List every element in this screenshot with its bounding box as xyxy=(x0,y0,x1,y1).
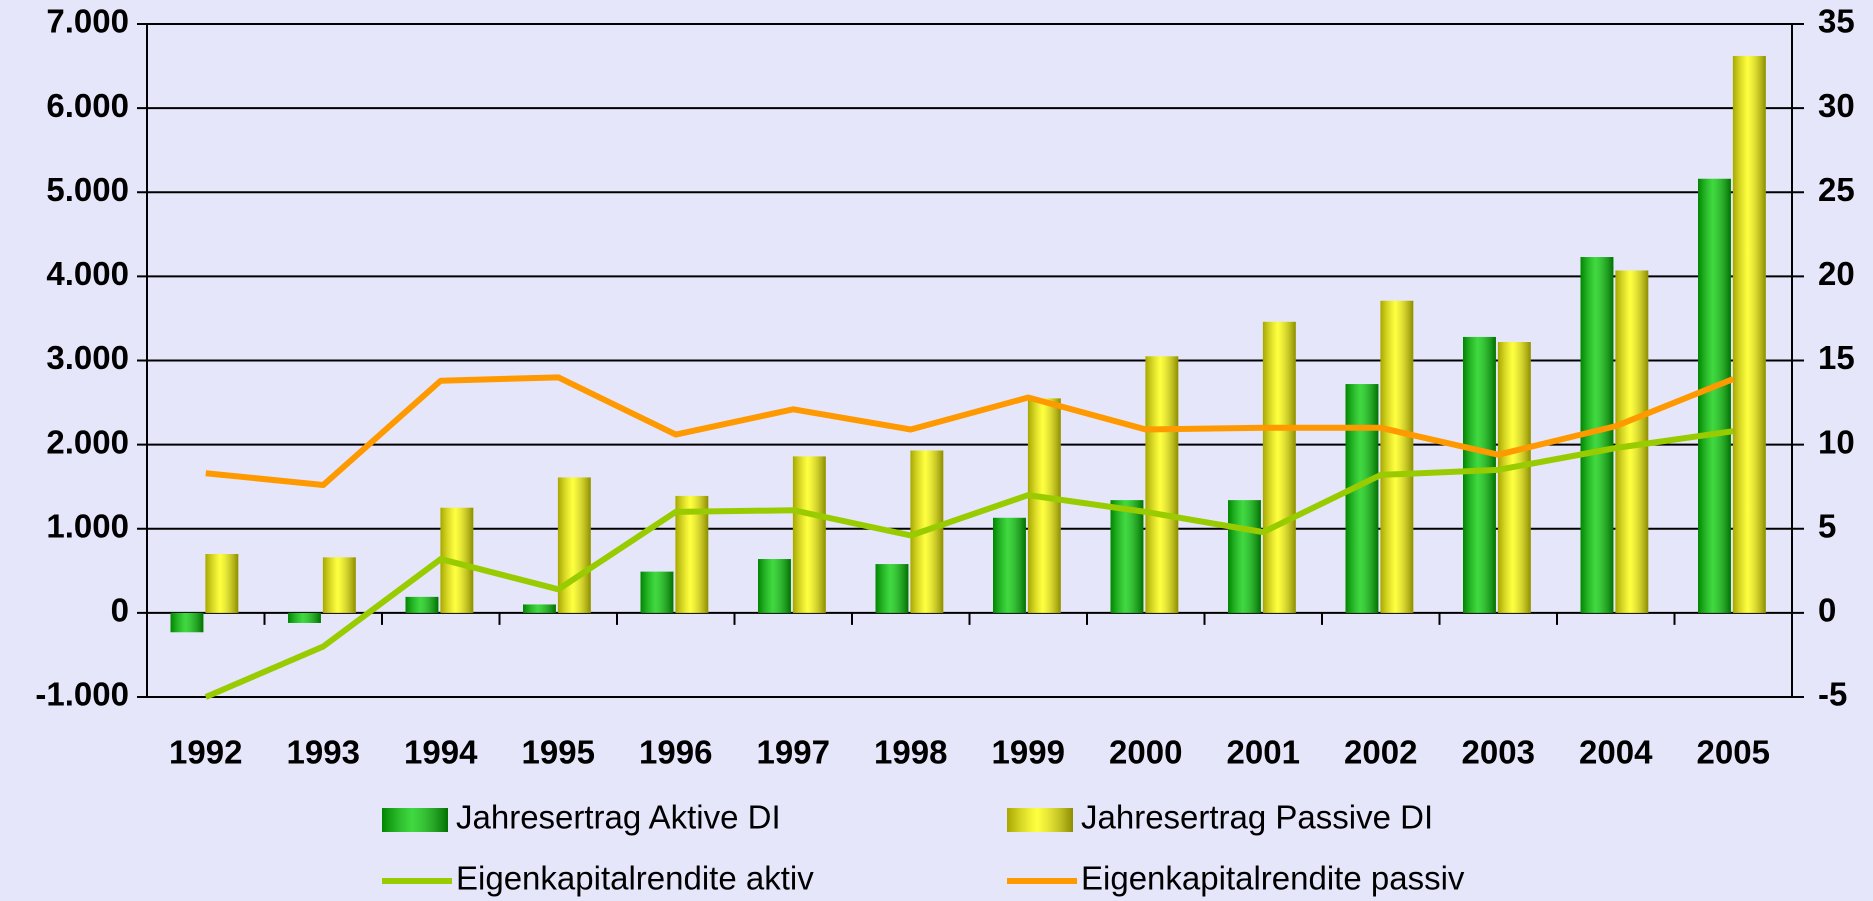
x-tick-label: 1998 xyxy=(874,734,947,771)
y2-tick-label: 30 xyxy=(1818,87,1855,124)
x-tick-label: 1999 xyxy=(992,734,1065,771)
y-tick-label: 6.000 xyxy=(46,87,129,124)
bar-shade xyxy=(523,604,556,613)
bar-shade xyxy=(792,456,826,613)
bar-shade xyxy=(993,517,1026,613)
x-tick-label: 2002 xyxy=(1344,734,1417,771)
y-tick-label: 1.000 xyxy=(46,507,129,544)
y2-tick-label: 0 xyxy=(1818,592,1836,629)
bar-shade xyxy=(1110,500,1144,613)
y-tick-label: 0 xyxy=(111,592,129,629)
x-tick-label: 1996 xyxy=(639,734,712,771)
y-tick-label: -1.000 xyxy=(35,676,129,713)
bar-shade xyxy=(758,559,791,613)
y-tick-label: 2.000 xyxy=(46,423,129,460)
y2-tick-label: 20 xyxy=(1818,255,1855,292)
x-tick-label: 2003 xyxy=(1462,734,1535,771)
y-tick-label: 3.000 xyxy=(46,339,129,376)
line xyxy=(204,428,1734,700)
x-tick-label: 1997 xyxy=(757,734,830,771)
x-tick-label: 2000 xyxy=(1109,734,1182,771)
bar-shade xyxy=(1228,500,1261,613)
y-tick-label: 5.000 xyxy=(46,171,129,208)
x-tick-label: 2005 xyxy=(1697,734,1770,771)
bar-shade xyxy=(1380,300,1414,613)
line xyxy=(205,374,1735,489)
legend-label: Eigenkapitalrendite passiv xyxy=(1081,860,1465,897)
bar-shade xyxy=(1698,178,1731,613)
y2-tick-label: -5 xyxy=(1818,676,1847,713)
x-tick-label: 1993 xyxy=(287,734,360,771)
y-tick-label: 7.000 xyxy=(46,3,129,40)
x-tick-label: 1992 xyxy=(169,734,242,771)
y2-tick-label: 5 xyxy=(1818,507,1836,544)
bar-shade xyxy=(1145,356,1179,613)
legend-swatch-shade xyxy=(1007,808,1073,832)
bar-shade xyxy=(640,571,674,613)
y2-tick-label: 35 xyxy=(1818,3,1855,40)
bar-shade xyxy=(1732,55,1766,613)
legend-label: Eigenkapitalrendite aktiv xyxy=(456,860,814,897)
bar-shade xyxy=(1497,341,1531,613)
bar-shade xyxy=(170,612,204,633)
legend-label: Jahresertrag Aktive DI xyxy=(456,799,781,836)
y2-tick-label: 25 xyxy=(1818,171,1855,208)
bar-shade xyxy=(288,612,321,623)
bar-shade xyxy=(675,495,709,613)
bar-shade xyxy=(1345,384,1379,613)
bar-shade xyxy=(1262,321,1296,613)
bar-shade xyxy=(322,557,356,613)
bar-shade xyxy=(875,564,909,613)
bar-shade xyxy=(1463,336,1496,613)
legend-label: Jahresertrag Passive DI xyxy=(1081,799,1433,836)
bar-shade xyxy=(405,596,439,613)
x-tick-label: 2001 xyxy=(1227,734,1300,771)
y2-tick-label: 10 xyxy=(1818,423,1855,460)
bar-shade xyxy=(557,477,591,613)
bar-shade xyxy=(1027,398,1061,613)
x-tick-label: 1995 xyxy=(522,734,595,771)
x-tick-label: 2004 xyxy=(1579,734,1653,771)
bar-shade xyxy=(205,553,239,613)
x-tick-label: 1994 xyxy=(404,734,478,771)
y2-tick-label: 15 xyxy=(1818,339,1855,376)
legend-swatch-shade xyxy=(382,808,448,832)
y-tick-label: 4.000 xyxy=(46,255,129,292)
